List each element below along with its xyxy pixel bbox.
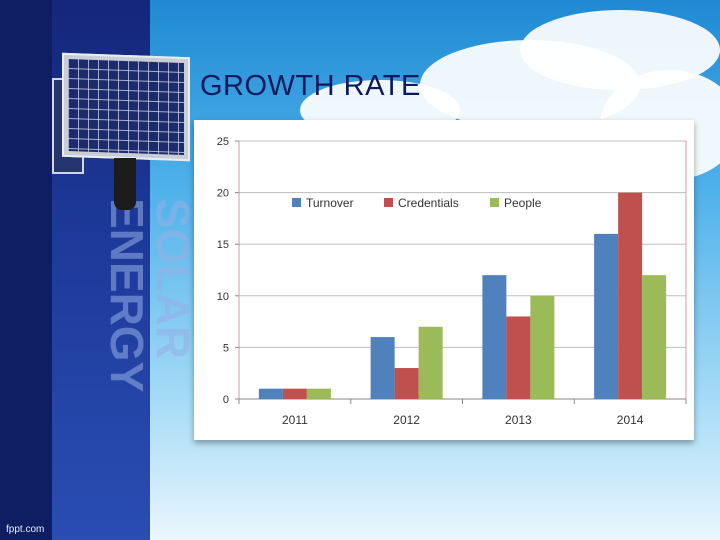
bar-turnover-2012 [370,337,395,399]
y-tick-label: 10 [217,291,229,303]
footer-credit: fppt.com [6,524,45,535]
bar-credentials-2013 [506,316,531,399]
y-tick-label: 15 [217,239,229,251]
legend-label-credentials: Credentials [398,196,459,210]
bar-turnover-2013 [482,275,507,399]
x-tick-label: 2014 [617,413,644,427]
legend-swatch-credentials [384,198,393,207]
bar-credentials-2014 [618,192,643,399]
legend-label-people: People [504,196,542,210]
bar-chart: 0 5 10 15 20 25 2011 2012 2013 2014 Turnover Creden… [217,136,687,427]
bar-people-2013 [530,295,555,399]
bar-people-2012 [418,326,443,399]
vertical-brand-text: SOLAR ENERGY [101,198,199,393]
bar-turnover-2014 [594,233,619,399]
legend-swatch-people [490,198,499,207]
left-edge-bar [0,0,52,540]
solar-panel-image [62,52,190,162]
slide-title: GROWTH RATE [200,70,421,102]
y-tick-label: 25 [217,136,229,148]
x-tick-label: 2013 [505,413,532,427]
bar-turnover-2011 [258,388,283,399]
bar-credentials-2011 [282,388,307,399]
solar-panel-mount [114,158,136,210]
bar-people-2014 [642,275,667,399]
solar-cell-grid [68,58,184,156]
legend-label-turnover: Turnover [306,196,354,210]
bar-credentials-2012 [394,368,419,399]
bar-people-2011 [306,388,331,399]
chart-container: 0 5 10 15 20 25 2011 2012 2013 2014 Turnover Creden… [194,120,694,440]
y-tick-label: 20 [217,188,229,200]
y-tick-label: 5 [223,342,229,354]
x-tick-label: 2011 [282,413,308,427]
x-tick-label: 2012 [393,413,420,427]
legend-swatch-turnover [292,198,301,207]
y-tick-label: 0 [223,394,229,406]
